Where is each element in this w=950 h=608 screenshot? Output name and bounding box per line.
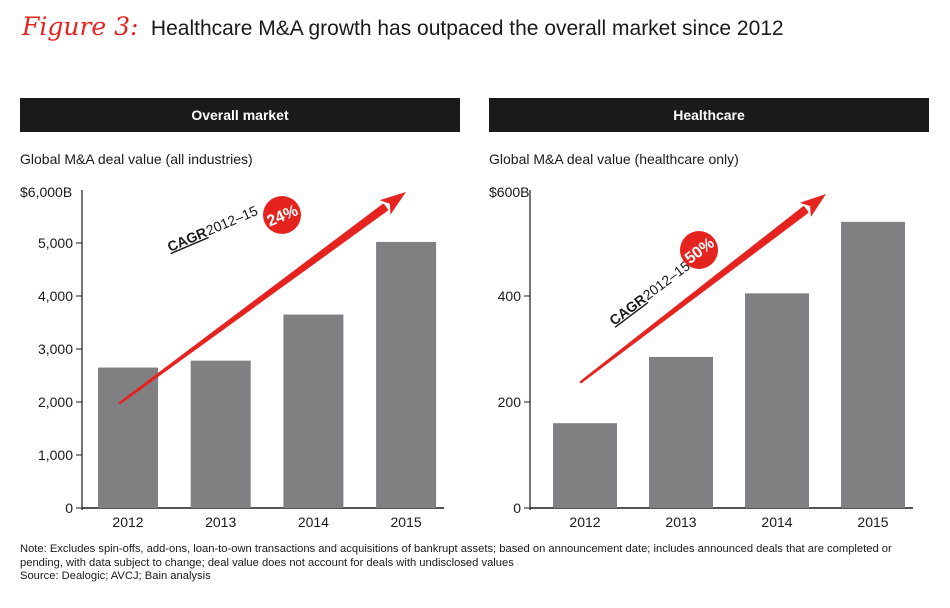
y-tick-label: 1,000 [38, 447, 73, 463]
cagr-period: 2012–15 [640, 257, 693, 303]
figure-label: Figure 3: [22, 12, 139, 41]
chart-subtitle: Global M&A deal value (healthcare only) [489, 151, 739, 167]
cagr-arrow-shaft [579, 206, 809, 384]
healthcare-panel: Healthcare Global M&A deal value (health… [489, 98, 929, 540]
bar-2013 [190, 360, 251, 508]
bar-2015 [376, 241, 437, 508]
footnote: Note: Excludes spin-offs, add-ons, loan-… [20, 543, 925, 584]
cagr-label: CAGR [165, 224, 209, 255]
x-tick-label: 2015 [857, 514, 888, 530]
y-tick-label: 400 [498, 288, 522, 304]
y-tick-label: 2,000 [38, 394, 73, 410]
x-tick-label: 2013 [205, 514, 236, 530]
x-tick-label: 2012 [569, 514, 600, 530]
cagr-arrow-head [799, 194, 826, 217]
panel-header: Overall market [20, 98, 460, 132]
y-tick-label: 0 [65, 500, 73, 516]
x-tick-label: 2012 [112, 514, 143, 530]
bar-2014 [745, 293, 809, 508]
cagr-period: 2012–15 [204, 202, 261, 238]
y-tick-label: 200 [498, 394, 522, 410]
overall-market-chart: 0 1,000 2,000 3,000 4,000 5,000 2012 2013 2014 20… [38, 190, 445, 530]
y-axis-unit-label: $600B [489, 184, 530, 200]
note-text: Note: Excludes spin-offs, add-ons, loan-… [20, 543, 892, 569]
cagr-badge [263, 196, 301, 234]
chart-subtitle: Global M&A deal value (all industries) [20, 151, 253, 167]
source-text: Source: Dealogic; AVCJ; Bain analysis [20, 570, 211, 583]
y-tick-label: 0 [513, 500, 521, 516]
y-tick-label: 4,000 [38, 288, 73, 304]
x-tick-label: 2015 [391, 514, 422, 530]
cagr-badge [680, 231, 718, 269]
cagr-label: CAGR [606, 291, 649, 329]
bar-2015 [841, 221, 905, 509]
y-tick-label: 5,000 [38, 235, 73, 251]
bar-2012 [98, 367, 158, 508]
panel-header: Healthcare [489, 98, 929, 132]
x-tick-label: 2013 [665, 514, 696, 530]
figure-title-row: Figure 3: Healthcare M&A growth has outp… [22, 12, 784, 41]
y-axis-unit-label: $6,000B [20, 184, 73, 200]
x-tick-label: 2014 [761, 514, 792, 530]
cagr-arrow-head [379, 192, 406, 215]
figure-title: Healthcare M&A growth has outpaced the o… [150, 17, 784, 40]
bar-2012 [553, 423, 617, 508]
bar-2013 [649, 356, 713, 508]
overall-market-panel: Overall market Global M&A deal value (al… [20, 98, 460, 540]
y-tick-label: 3,000 [38, 341, 73, 357]
bar-2014 [283, 314, 344, 508]
x-tick-label: 2014 [298, 514, 329, 530]
cagr-arrow-shaft [118, 203, 389, 405]
